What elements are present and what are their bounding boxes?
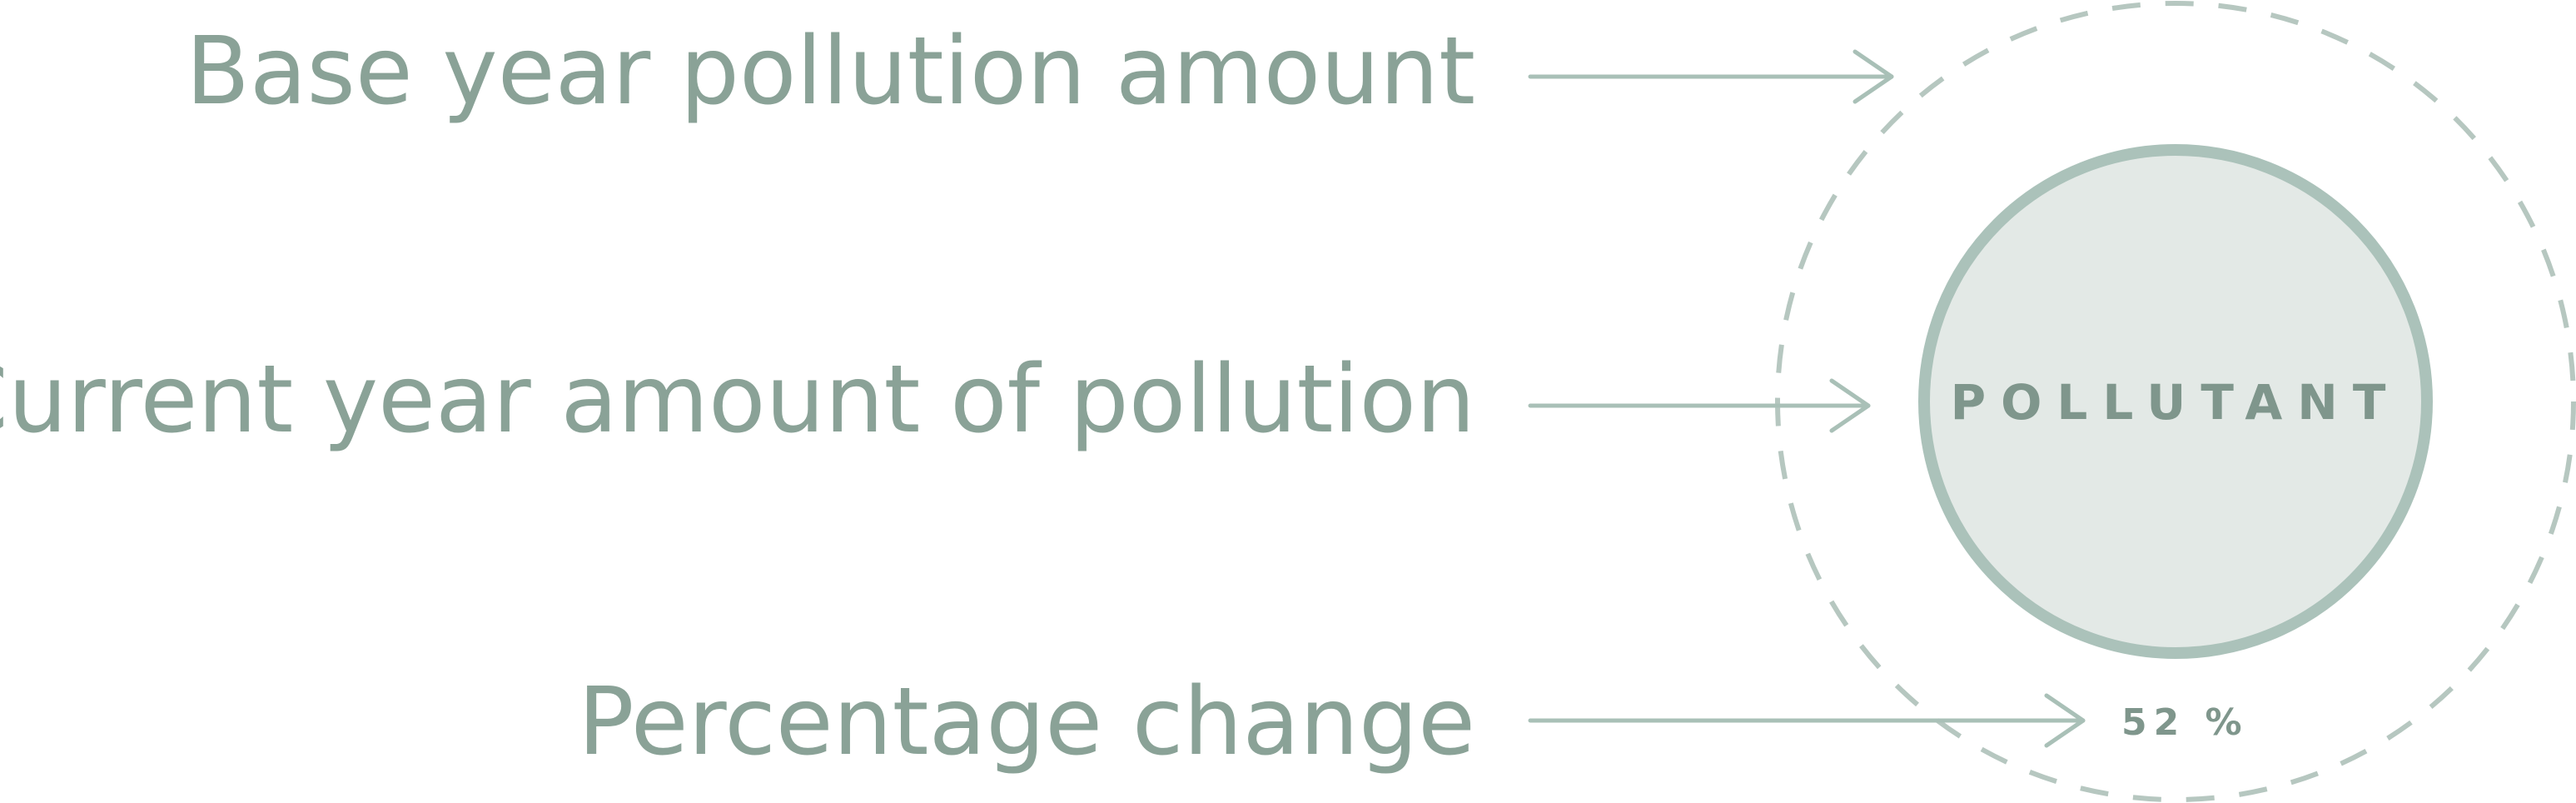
base-year-dashed-circle [1775, 1, 2576, 802]
base-year-label: Base year pollution amount [186, 17, 1475, 126]
percentage-arrow [1528, 693, 2086, 748]
pollutant-label: POLLUTANT [1951, 374, 2401, 431]
current-year-circle [1918, 144, 2433, 659]
current-year-label: Current year amount of pollution [0, 346, 1475, 454]
base-year-arrow [1528, 49, 1894, 104]
percentage-value: 52 % [2121, 701, 2249, 744]
current-year-arrow [1528, 378, 1871, 433]
percentage-change-label: Percentage change [578, 668, 1475, 776]
